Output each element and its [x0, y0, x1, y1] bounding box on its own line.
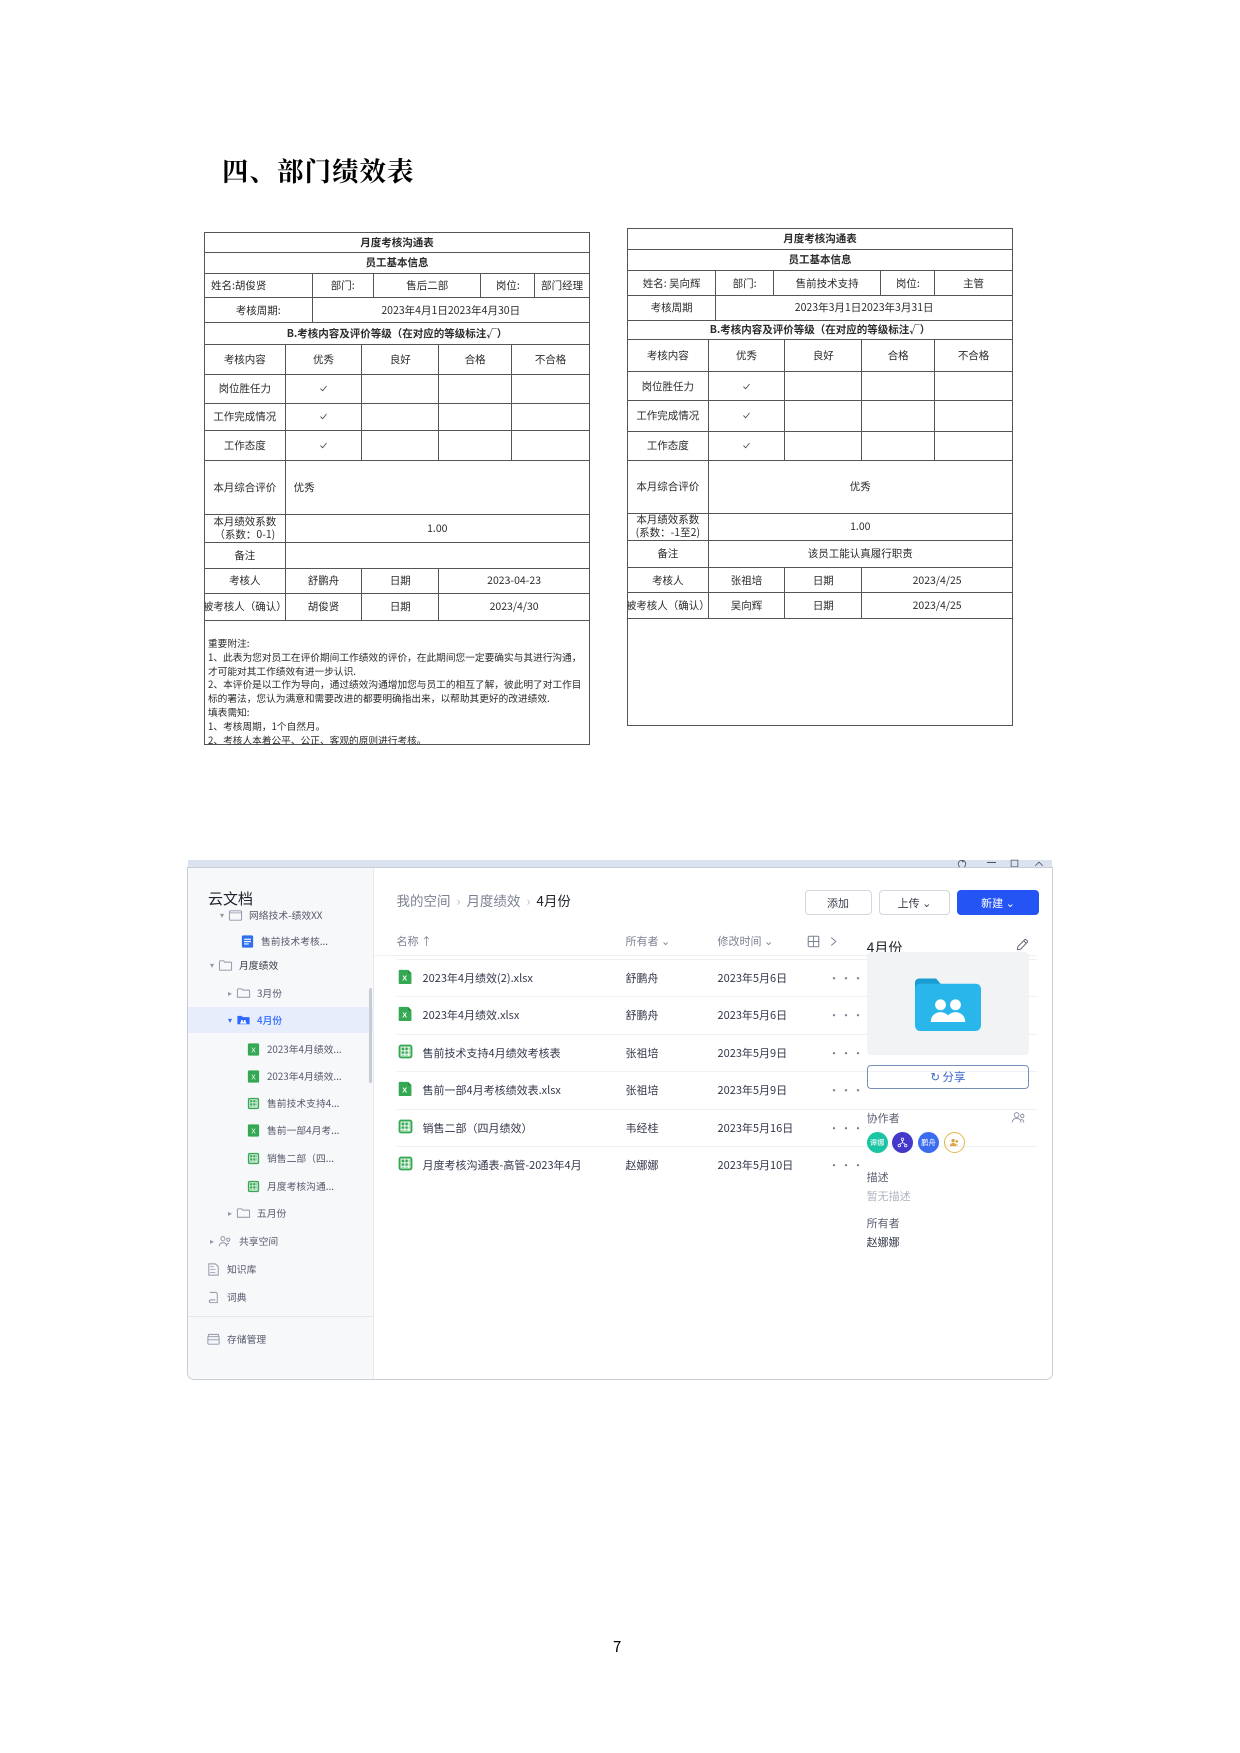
svg-text:X: X	[402, 1085, 407, 1094]
svg-text:X: X	[402, 1010, 407, 1019]
svg-text:X: X	[251, 1074, 256, 1081]
svg-text:X: X	[402, 973, 407, 982]
svg-text:X: X	[251, 1128, 256, 1135]
svg-text:X: X	[251, 1047, 256, 1054]
